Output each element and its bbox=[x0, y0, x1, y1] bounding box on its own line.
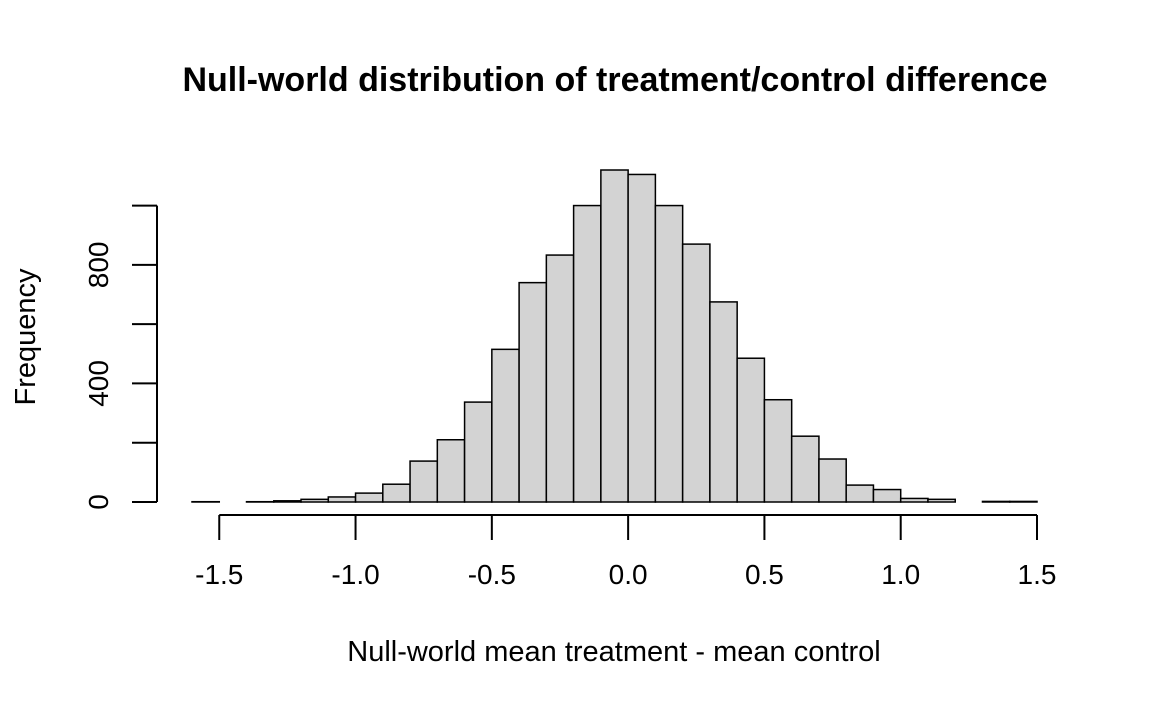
histogram-bar bbox=[436, 439, 466, 503]
histogram-bar bbox=[790, 435, 820, 503]
histogram-bar bbox=[818, 458, 847, 503]
histogram-bar bbox=[654, 204, 684, 503]
histogram-bar bbox=[382, 483, 411, 503]
y-axis: 0 400 800 bbox=[83, 204, 158, 510]
y-tick-label: 800 bbox=[83, 241, 114, 288]
y-tick-label: 400 bbox=[83, 360, 114, 407]
histogram-bar bbox=[600, 169, 629, 503]
histogram-bar bbox=[736, 357, 766, 503]
histogram-bar bbox=[1008, 500, 1038, 503]
histogram-bar bbox=[354, 492, 384, 503]
histogram-bar bbox=[681, 243, 711, 503]
histogram-bar bbox=[872, 488, 902, 503]
histogram-bar bbox=[409, 460, 439, 503]
y-tick-label: 0 bbox=[83, 494, 114, 510]
histogram-bar bbox=[627, 173, 657, 503]
histogram-bar bbox=[927, 498, 956, 503]
histogram-bar bbox=[327, 496, 357, 503]
histogram-bar bbox=[709, 301, 738, 503]
histogram-bar bbox=[545, 254, 575, 503]
bars-group bbox=[191, 169, 1038, 503]
histogram-bar bbox=[518, 281, 548, 503]
histogram-bar bbox=[491, 348, 520, 503]
x-tick-label: 1.0 bbox=[881, 559, 920, 590]
x-tick-label: -1.0 bbox=[331, 559, 379, 590]
x-tick-label: 0.5 bbox=[745, 559, 784, 590]
x-tick-label: 0.0 bbox=[609, 559, 648, 590]
x-tick-label: -0.5 bbox=[468, 559, 516, 590]
histogram-bar bbox=[845, 484, 875, 503]
histogram-bar bbox=[899, 497, 929, 503]
histogram-bar bbox=[981, 500, 1011, 503]
histogram-bar bbox=[763, 398, 793, 503]
chart-title: Null-world distribution of treatment/con… bbox=[182, 61, 1047, 99]
x-axis-label: Null-world mean treatment - mean control bbox=[347, 636, 880, 668]
x-tick-label: 1.5 bbox=[1018, 559, 1057, 590]
y-axis-label: Frequency bbox=[10, 268, 42, 406]
histogram-bar bbox=[300, 498, 330, 503]
histogram-bar bbox=[273, 500, 302, 503]
histogram-bar bbox=[463, 401, 493, 503]
x-tick-label: -1.5 bbox=[195, 559, 243, 590]
histogram-bar bbox=[572, 204, 602, 503]
x-axis: -1.5 -1.0 -0.5 0.0 0.5 1.0 1.5 bbox=[195, 514, 1057, 590]
